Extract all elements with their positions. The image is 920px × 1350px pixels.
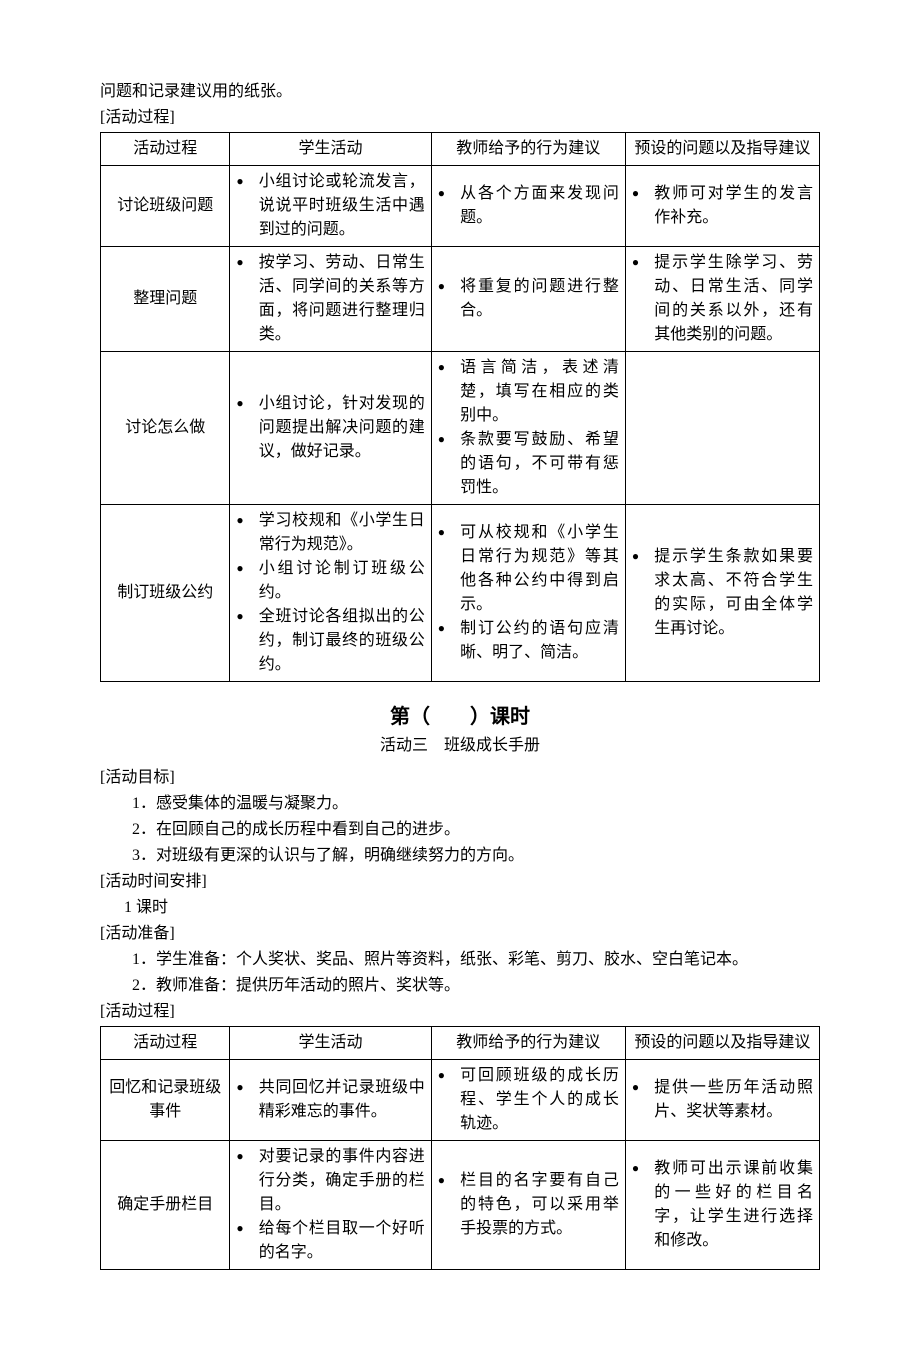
proc-cell: 讨论怎么做	[101, 352, 230, 505]
bullet-item: 提示学生条款如果要求太高、不符合学生的实际，可由全体学生再讨论。	[632, 545, 813, 641]
bullet-item: 共同回忆并记录班级中精彩难忘的事件。	[236, 1076, 424, 1124]
student-cell: 小组讨论或轮流发言，说说平时班级生活中遇到过的问题。	[230, 166, 431, 247]
bullet-item: 从各个方面来发现问题。	[438, 182, 619, 230]
goals-label: [活动目标]	[100, 766, 820, 790]
lesson-heading: 第（ ）课时	[100, 702, 820, 732]
goal-item: 2．在回顾自己的成长历程中看到自己的进步。	[132, 818, 820, 842]
goal-item: 3．对班级有更深的认识与了解，明确继续努力的方向。	[132, 844, 820, 868]
student-cell: 按学习、劳动、日常生活、同学间的关系等方面，将问题进行整理归类。	[230, 247, 431, 352]
bullet-item: 栏目的名字要有自己的特色，可以采用举手投票的方式。	[438, 1169, 619, 1241]
preset-cell	[625, 352, 819, 505]
intro-line-2: [活动过程]	[100, 106, 820, 130]
table-header-row: 活动过程 学生活动 教师给予的行为建议 预设的问题以及指导建议	[101, 133, 820, 166]
bullet-item: 教师可对学生的发言作补充。	[632, 182, 813, 230]
table-row: 回忆和记录班级事件 共同回忆并记录班级中精彩难忘的事件。 可回顾班级的成长历程、…	[101, 1060, 820, 1141]
teacher-cell: 可回顾班级的成长历程、学生个人的成长轨迹。	[431, 1060, 625, 1141]
col-header: 活动过程	[101, 1027, 230, 1060]
bullet-item: 将重复的问题进行整合。	[438, 275, 619, 323]
preset-cell: 提示学生条款如果要求太高、不符合学生的实际，可由全体学生再讨论。	[625, 505, 819, 682]
bullet-item: 给每个栏目取一个好听的名字。	[236, 1217, 424, 1265]
col-header: 学生活动	[230, 1027, 431, 1060]
bullet-item: 对要记录的事件内容进行分类，确定手册的栏目。	[236, 1145, 424, 1217]
lesson-subtitle: 活动三 班级成长手册	[100, 734, 820, 758]
activity-table-2: 活动过程 学生活动 教师给予的行为建议 预设的问题以及指导建议 回忆和记录班级事…	[100, 1026, 820, 1270]
intro-line-1: 问题和记录建议用的纸张。	[100, 80, 820, 104]
bullet-item: 语言简洁，表述清楚，填写在相应的类别中。	[438, 356, 619, 428]
time-text: 1 课时	[124, 896, 820, 920]
bullet-item: 小组讨论制订班级公约。	[236, 557, 424, 605]
col-header: 教师给予的行为建议	[431, 1027, 625, 1060]
table-row: 制订班级公约 学习校规和《小学生日常行为规范》。小组讨论制订班级公约。全班讨论各…	[101, 505, 820, 682]
proc-cell: 讨论班级问题	[101, 166, 230, 247]
bullet-item: 条款要写鼓励、希望的语句，不可带有惩罚性。	[438, 428, 619, 500]
prep-label: [活动准备]	[100, 922, 820, 946]
col-header: 预设的问题以及指导建议	[625, 1027, 819, 1060]
proc-cell: 整理问题	[101, 247, 230, 352]
table-row: 讨论班级问题 小组讨论或轮流发言，说说平时班级生活中遇到过的问题。 从各个方面来…	[101, 166, 820, 247]
bullet-item: 全班讨论各组拟出的公约，制订最终的班级公约。	[236, 605, 424, 677]
proc-label: [活动过程]	[100, 1000, 820, 1024]
teacher-cell: 栏目的名字要有自己的特色，可以采用举手投票的方式。	[431, 1141, 625, 1270]
student-cell: 学习校规和《小学生日常行为规范》。小组讨论制订班级公约。全班讨论各组拟出的公约，…	[230, 505, 431, 682]
col-header: 学生活动	[230, 133, 431, 166]
col-header: 活动过程	[101, 133, 230, 166]
col-header: 教师给予的行为建议	[431, 133, 625, 166]
bullet-item: 小组讨论或轮流发言，说说平时班级生活中遇到过的问题。	[236, 170, 424, 242]
teacher-cell: 将重复的问题进行整合。	[431, 247, 625, 352]
activity-table-1: 活动过程 学生活动 教师给予的行为建议 预设的问题以及指导建议 讨论班级问题 小…	[100, 132, 820, 682]
preset-cell: 提供一些历年活动照片、奖状等素材。	[625, 1060, 819, 1141]
proc-cell: 确定手册栏目	[101, 1141, 230, 1270]
bullet-item: 学习校规和《小学生日常行为规范》。	[236, 509, 424, 557]
teacher-cell: 可从校规和《小学生日常行为规范》等其他各种公约中得到启示。制订公约的语句应清晰、…	[431, 505, 625, 682]
bullet-item: 提示学生除学习、劳动、日常生活、同学间的关系以外，还有其他类别的问题。	[632, 251, 813, 347]
preset-cell: 教师可对学生的发言作补充。	[625, 166, 819, 247]
preset-cell: 教师可出示课前收集的一些好的栏目名字，让学生进行选择和修改。	[625, 1141, 819, 1270]
time-label: [活动时间安排]	[100, 870, 820, 894]
proc-cell: 回忆和记录班级事件	[101, 1060, 230, 1141]
student-cell: 小组讨论，针对发现的问题提出解决问题的建议，做好记录。	[230, 352, 431, 505]
table-row: 确定手册栏目 对要记录的事件内容进行分类，确定手册的栏目。给每个栏目取一个好听的…	[101, 1141, 820, 1270]
student-cell: 共同回忆并记录班级中精彩难忘的事件。	[230, 1060, 431, 1141]
prep-item: 1．学生准备：个人奖状、奖品、照片等资料，纸张、彩笔、剪刀、胶水、空白笔记本。	[132, 948, 820, 972]
table-header-row: 活动过程 学生活动 教师给予的行为建议 预设的问题以及指导建议	[101, 1027, 820, 1060]
bullet-item: 教师可出示课前收集的一些好的栏目名字，让学生进行选择和修改。	[632, 1157, 813, 1253]
prep-item: 2．教师准备：提供历年活动的照片、奖状等。	[132, 974, 820, 998]
bullet-item: 小组讨论，针对发现的问题提出解决问题的建议，做好记录。	[236, 392, 424, 464]
bullet-item: 按学习、劳动、日常生活、同学间的关系等方面，将问题进行整理归类。	[236, 251, 424, 347]
col-header: 预设的问题以及指导建议	[625, 133, 819, 166]
proc-cell: 制订班级公约	[101, 505, 230, 682]
table-row: 讨论怎么做 小组讨论，针对发现的问题提出解决问题的建议，做好记录。 语言简洁，表…	[101, 352, 820, 505]
student-cell: 对要记录的事件内容进行分类，确定手册的栏目。给每个栏目取一个好听的名字。	[230, 1141, 431, 1270]
preset-cell: 提示学生除学习、劳动、日常生活、同学间的关系以外，还有其他类别的问题。	[625, 247, 819, 352]
teacher-cell: 从各个方面来发现问题。	[431, 166, 625, 247]
bullet-item: 可回顾班级的成长历程、学生个人的成长轨迹。	[438, 1064, 619, 1136]
bullet-item: 可从校规和《小学生日常行为规范》等其他各种公约中得到启示。	[438, 521, 619, 617]
table-row: 整理问题 按学习、劳动、日常生活、同学间的关系等方面，将问题进行整理归类。 将重…	[101, 247, 820, 352]
bullet-item: 提供一些历年活动照片、奖状等素材。	[632, 1076, 813, 1124]
teacher-cell: 语言简洁，表述清楚，填写在相应的类别中。条款要写鼓励、希望的语句，不可带有惩罚性…	[431, 352, 625, 505]
goal-item: 1．感受集体的温暖与凝聚力。	[132, 792, 820, 816]
bullet-item: 制订公约的语句应清晰、明了、简洁。	[438, 617, 619, 665]
